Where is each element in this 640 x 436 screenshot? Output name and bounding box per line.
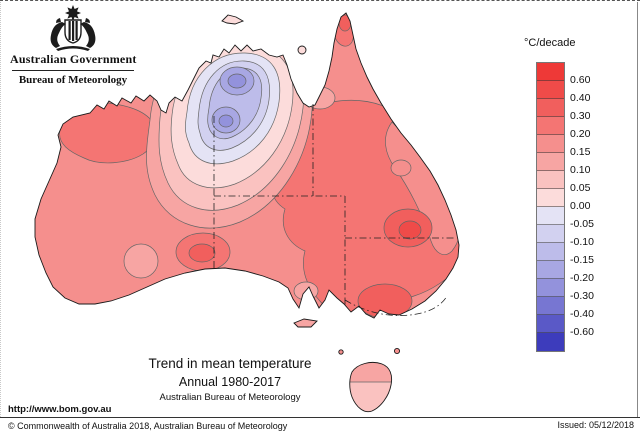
legend-tick-label: 0.10	[570, 164, 591, 176]
contour-core-lower-inner	[218, 114, 234, 128]
contour-region-nsw-core-inner	[398, 220, 422, 240]
bom-logo-block: Australian Government Bureau of Meteorol…	[10, 4, 136, 86]
map-title: Trend in mean temperature	[148, 356, 312, 371]
logo-divider	[12, 70, 134, 71]
copyright-notice: © Commonwealth of Australia 2018, Austra…	[8, 421, 288, 431]
legend-tick-label: 0.60	[570, 74, 591, 86]
legend-tick-label: -0.10	[570, 236, 594, 248]
contour-region-light-patch	[390, 159, 412, 177]
legend-color-segment	[537, 63, 564, 81]
contour-region-gulf-light	[304, 86, 336, 110]
legend-tick-labels: 0.60 0.40 0.30 0.20 0.15 0.10 0.05 0.00 -0.05 -0.…	[570, 62, 616, 350]
gov-label: Australian Government	[10, 52, 137, 66]
issued-date: Issued: 05/12/2018	[557, 420, 634, 430]
legend-color-segment	[537, 225, 564, 243]
coastline	[34, 12, 460, 413]
map-source-label: Australian Bureau of Meteorology	[159, 392, 301, 403]
legend-color-segment	[537, 99, 564, 117]
legend-color-segment	[537, 171, 564, 189]
legend-tick-label: -0.30	[570, 290, 594, 302]
map-title-block: Trend in mean temperature Annual 1980-20…	[105, 357, 355, 403]
contour-region-coastal-core	[418, 140, 440, 158]
legend-color-segment	[537, 135, 564, 153]
legend-color-segment	[537, 189, 564, 207]
legend-tick-label: -0.20	[570, 272, 594, 284]
map-frame-left	[0, 2, 1, 417]
legend-tick-label: 0.40	[570, 92, 591, 104]
legend-tick-label: 0.20	[570, 128, 591, 140]
legend-title: °C/decade	[524, 37, 576, 49]
legend-color-segment	[537, 297, 564, 315]
bureau-label: Bureau of Meteorology	[18, 74, 128, 86]
legend-tick-label: 0.05	[570, 182, 591, 194]
map-subtitle: Annual 1980-2017	[178, 374, 282, 389]
map-frame-top	[0, 0, 640, 1]
state-borders	[213, 104, 455, 316]
legend-color-segment	[537, 207, 564, 225]
footer-divider	[0, 417, 640, 418]
contour-region-south-wa-light	[123, 243, 159, 279]
legend-color-segment	[537, 153, 564, 171]
legend-tick-label: -0.60	[570, 326, 594, 338]
coat-of-arms-icon	[50, 5, 96, 51]
legend-tick-label: 0.15	[570, 146, 591, 158]
legend-color-segment	[537, 315, 564, 333]
contour-region-wa-sa-core-inner	[188, 243, 216, 263]
legend-color-segment	[537, 261, 564, 279]
contour-region-sa-gulf-light2	[316, 306, 336, 320]
legend-color-segment	[537, 81, 564, 99]
island-tint-groote	[297, 45, 307, 55]
legend-tick-label: 0.30	[570, 110, 591, 122]
contour-core-upper-inner	[227, 73, 247, 89]
legend-color-segment	[537, 243, 564, 261]
legend-tick-label: -0.15	[570, 254, 594, 266]
legend-color-segment	[537, 333, 564, 351]
legend-colorbar	[536, 62, 565, 352]
legend-tick-label: -0.05	[570, 218, 594, 230]
map-frame-right	[637, 2, 638, 417]
bom-url: http://www.bom.gov.au	[8, 404, 112, 415]
legend-tick-label: -0.40	[570, 308, 594, 320]
legend-color-segment	[537, 279, 564, 297]
legend-tick-label: 0.00	[570, 200, 591, 212]
legend-color-segment	[537, 117, 564, 135]
